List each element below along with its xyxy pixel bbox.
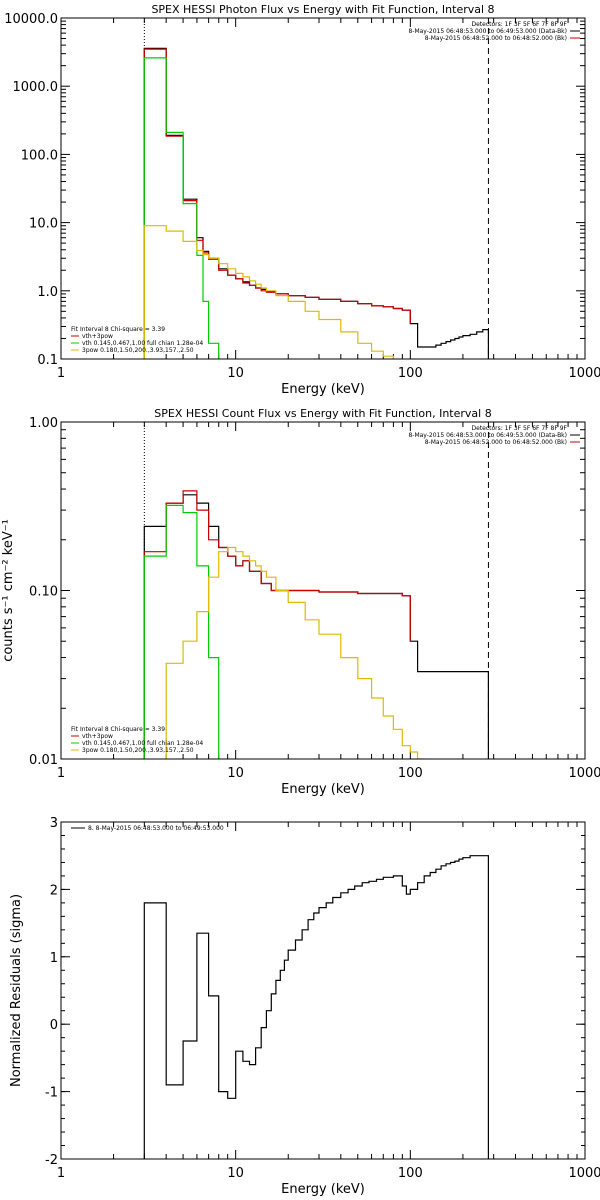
legend-text: Detectors: 1F 3F 5F 6F 7F 8F 9F (471, 425, 567, 432)
series-line-3 (143, 57, 220, 359)
y-tick-label: 3 (50, 816, 58, 831)
series-line-2 (143, 490, 411, 759)
y-tick-label: 1 (50, 951, 58, 966)
x-axis-title: Energy (keV) (281, 1182, 365, 1197)
fit-legend-text: Fit Interval 8 Chi-square = 3.39 (71, 326, 165, 333)
chart-panel-3: 1 10 100 1000 -2 -1 0 1 2 3 8. 8-May-2015 06:48:53… (9, 816, 600, 1197)
x-tick-label: 100 (398, 366, 423, 381)
y-tick-label: 0.01 (29, 753, 58, 768)
series-line-1 (143, 855, 489, 1159)
y-tick-label: 2 (50, 883, 58, 898)
x-tick-label: 1 (57, 766, 65, 781)
y-tick-label: -1 (45, 1086, 58, 1101)
y-tick-label: -2 (45, 1153, 58, 1168)
x-tick-label: 1 (57, 1166, 65, 1181)
series-line-2 (143, 48, 411, 359)
series-group (143, 855, 489, 1159)
legend-text: 8-May-2015 06:48:52.000 to 06:48:52.000 … (425, 439, 567, 446)
x-tick-label: 1000 (568, 766, 600, 781)
y-tick-label: 0.10 (29, 585, 58, 600)
y-tick-label: 1.0 (37, 285, 58, 300)
series-group (143, 490, 489, 759)
fit-legend-text: vth+3pow (82, 333, 113, 340)
plot-frame (60, 421, 586, 760)
x-axis-title: Energy (keV) (281, 782, 365, 797)
y-tick-label: 100.0 (21, 148, 58, 163)
fit-legend-text: vth 0.145,0.467,1.00 full chian 1.28e-04 (82, 740, 203, 747)
fit-legend-text: 3pow 0.180,1.50,200.,3.93,157.,2.50 (82, 347, 194, 354)
fit-legend-text: 3pow 0.180,1.50,200.,3.93,157.,2.50 (82, 747, 194, 754)
y-axis-title: Normalized Residuals (sigma) (9, 894, 24, 1087)
series-line-3 (143, 504, 220, 759)
fit-legend-text: vth+3pow (82, 733, 113, 740)
x-tick-label: 1 (57, 366, 65, 381)
legend-text: 8. 8-May-2015 06:48:53.000 to 06:49:53.0… (88, 825, 224, 832)
y-tick-label: 10.0 (29, 217, 58, 232)
x-tick-label: 100 (398, 1166, 423, 1181)
x-tick-label: 1000 (568, 366, 600, 381)
legend-text: Detectors: 1F 3F 5F 6F 7F 8F 9F (471, 21, 567, 28)
y-tick-label: 10000.0 (4, 12, 58, 27)
legend-text: 8-May-2015 06:48:53.000 to 06:49:53.000 … (408, 28, 567, 35)
fit-legend-text: vth 0.145,0.467,1.00 full chian 1.28e-04 (82, 340, 203, 347)
series-line-4 (165, 546, 425, 759)
y-tick-label: 0.1 (37, 353, 58, 368)
legend-text: 8-May-2015 06:48:53.000 to 06:49:53.000 … (408, 432, 567, 439)
y-axis-title: counts s⁻¹ cm⁻² keV⁻¹ (1, 519, 16, 662)
fit-legend-text: Fit Interval 8 Chi-square = 3.39 (71, 726, 165, 733)
y-tick-label: 1.00 (29, 416, 58, 431)
x-tick-label: 10 (227, 366, 244, 381)
x-tick-label: 10 (227, 1166, 244, 1181)
series-group (143, 47, 489, 359)
series-line-4 (143, 225, 394, 359)
y-tick-label: 1000.0 (13, 80, 59, 95)
legend-text: 8-May-2015 06:48:52.000 to 06:48:52.000 … (425, 35, 567, 42)
chart-panel-2: SPEX HESSI Count Flux vs Energy with Fit… (1, 407, 600, 797)
x-tick-label: 100 (398, 766, 423, 781)
y-tick-label: 0 (50, 1018, 58, 1033)
x-tick-label: 1000 (568, 1166, 600, 1181)
x-tick-label: 10 (227, 766, 244, 781)
plot-frame (60, 821, 586, 1160)
series-line-1 (143, 494, 489, 759)
plot-frame (60, 17, 586, 360)
chart-title: SPEX HESSI Photon Flux vs Energy with Fi… (151, 3, 494, 16)
x-axis-title: Energy (keV) (281, 382, 365, 397)
chart-title: SPEX HESSI Count Flux vs Energy with Fit… (154, 407, 491, 420)
chart-panel-1: SPEX HESSI Photon Flux vs Energy with Fi… (4, 3, 600, 397)
